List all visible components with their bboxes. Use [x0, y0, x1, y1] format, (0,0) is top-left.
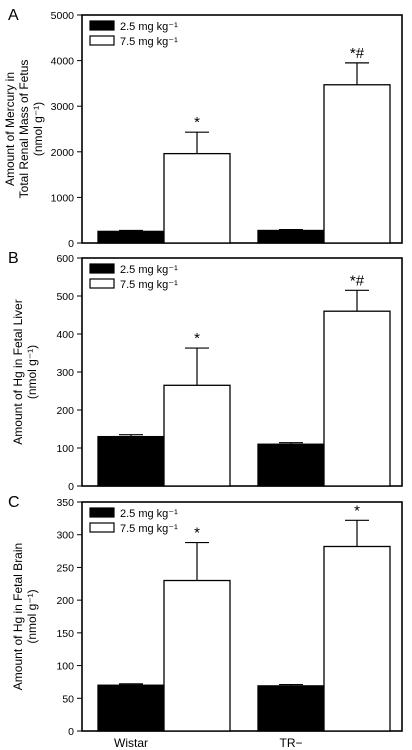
legend-swatch — [89, 263, 115, 274]
legend-swatch — [89, 507, 115, 518]
y-tick-label: 50 — [62, 693, 74, 705]
y-tick-label: 4000 — [51, 56, 75, 68]
y-tick-label: 5000 — [51, 10, 75, 22]
y-axis-label: Amount of Mercury in — [3, 72, 17, 186]
legend-label: 2.5 mg kg⁻¹ — [120, 21, 178, 33]
chart-panel-c: C 0 50 100 150 200 250 300 350 Amount of Hg in Fe… — [8, 494, 403, 738]
bar — [323, 545, 391, 732]
y-axis-label: (nmol g⁻¹) — [25, 345, 39, 399]
bar — [257, 229, 325, 244]
panel-label: C — [8, 494, 20, 511]
bar — [163, 384, 231, 487]
significance-marker: * — [354, 502, 360, 519]
bar — [163, 152, 231, 244]
y-tick-label: 200 — [56, 595, 74, 607]
y-tick-label: 600 — [56, 253, 74, 265]
y-tick-label: 0 — [68, 481, 74, 493]
legend-label: 7.5 mg kg⁻¹ — [120, 279, 178, 291]
significance-marker: * — [194, 114, 200, 131]
y-tick-label: 250 — [56, 562, 74, 574]
bar — [323, 84, 391, 244]
legend-swatch — [89, 20, 115, 31]
bar — [97, 684, 165, 732]
y-tick-label: 100 — [56, 443, 74, 455]
x-category-label: TR− — [279, 736, 302, 750]
legend-swatch — [89, 522, 115, 533]
y-tick-label: 300 — [56, 530, 74, 542]
legend-swatch — [89, 278, 115, 289]
legend-label: 2.5 mg kg⁻¹ — [120, 264, 178, 276]
legend-label: 2.5 mg kg⁻¹ — [120, 508, 178, 520]
y-axis-label: Amount of Hg in Fetal Liver — [11, 299, 25, 444]
y-tick-label: 150 — [56, 628, 74, 640]
y-tick-label: 500 — [56, 291, 74, 303]
y-axis-label: (nmol g⁻¹) — [25, 589, 39, 643]
significance-marker: * — [194, 525, 200, 542]
y-tick-label: 200 — [56, 405, 74, 417]
bar — [163, 579, 231, 732]
significance-marker: *# — [350, 45, 365, 62]
y-tick-label: 3000 — [51, 101, 75, 113]
y-tick-label: 300 — [56, 367, 74, 379]
bar — [97, 435, 165, 487]
y-tick-label: 400 — [56, 329, 74, 341]
chart-panel-b: B 0 100 200 300 400 500 600 Amount of Hg in Feta… — [8, 250, 403, 493]
bar — [257, 443, 325, 487]
panel-label: B — [8, 250, 19, 267]
y-tick-label: 0 — [68, 238, 74, 250]
y-tick-label: 0 — [68, 726, 74, 738]
significance-marker: *# — [350, 272, 365, 289]
legend-label: 7.5 mg kg⁻¹ — [120, 523, 178, 535]
y-axis-label: Total Renal Mass of Fetus — [17, 60, 31, 199]
chart-panel-a: A 0 1000 2000 3000 4000 5000 Amount of Mercury … — [3, 7, 403, 250]
legend-swatch — [89, 35, 115, 46]
y-tick-label: 350 — [56, 497, 74, 509]
significance-marker: * — [194, 330, 200, 347]
plot-frame — [81, 501, 403, 732]
y-tick-label: 2000 — [51, 147, 75, 159]
y-tick-label: 1000 — [51, 192, 75, 204]
bar — [97, 230, 165, 244]
x-category-label: Wistar — [114, 736, 148, 750]
y-axis-label: (nmol g⁻¹) — [31, 102, 45, 156]
panel-label: A — [8, 7, 19, 24]
bar — [323, 310, 391, 487]
bar — [257, 685, 325, 732]
y-tick-label: 100 — [56, 661, 74, 673]
legend-label: 7.5 mg kg⁻¹ — [120, 36, 178, 48]
plot-frame — [81, 14, 403, 244]
y-axis-label: Amount of Hg in Fetal Brain — [11, 543, 25, 690]
